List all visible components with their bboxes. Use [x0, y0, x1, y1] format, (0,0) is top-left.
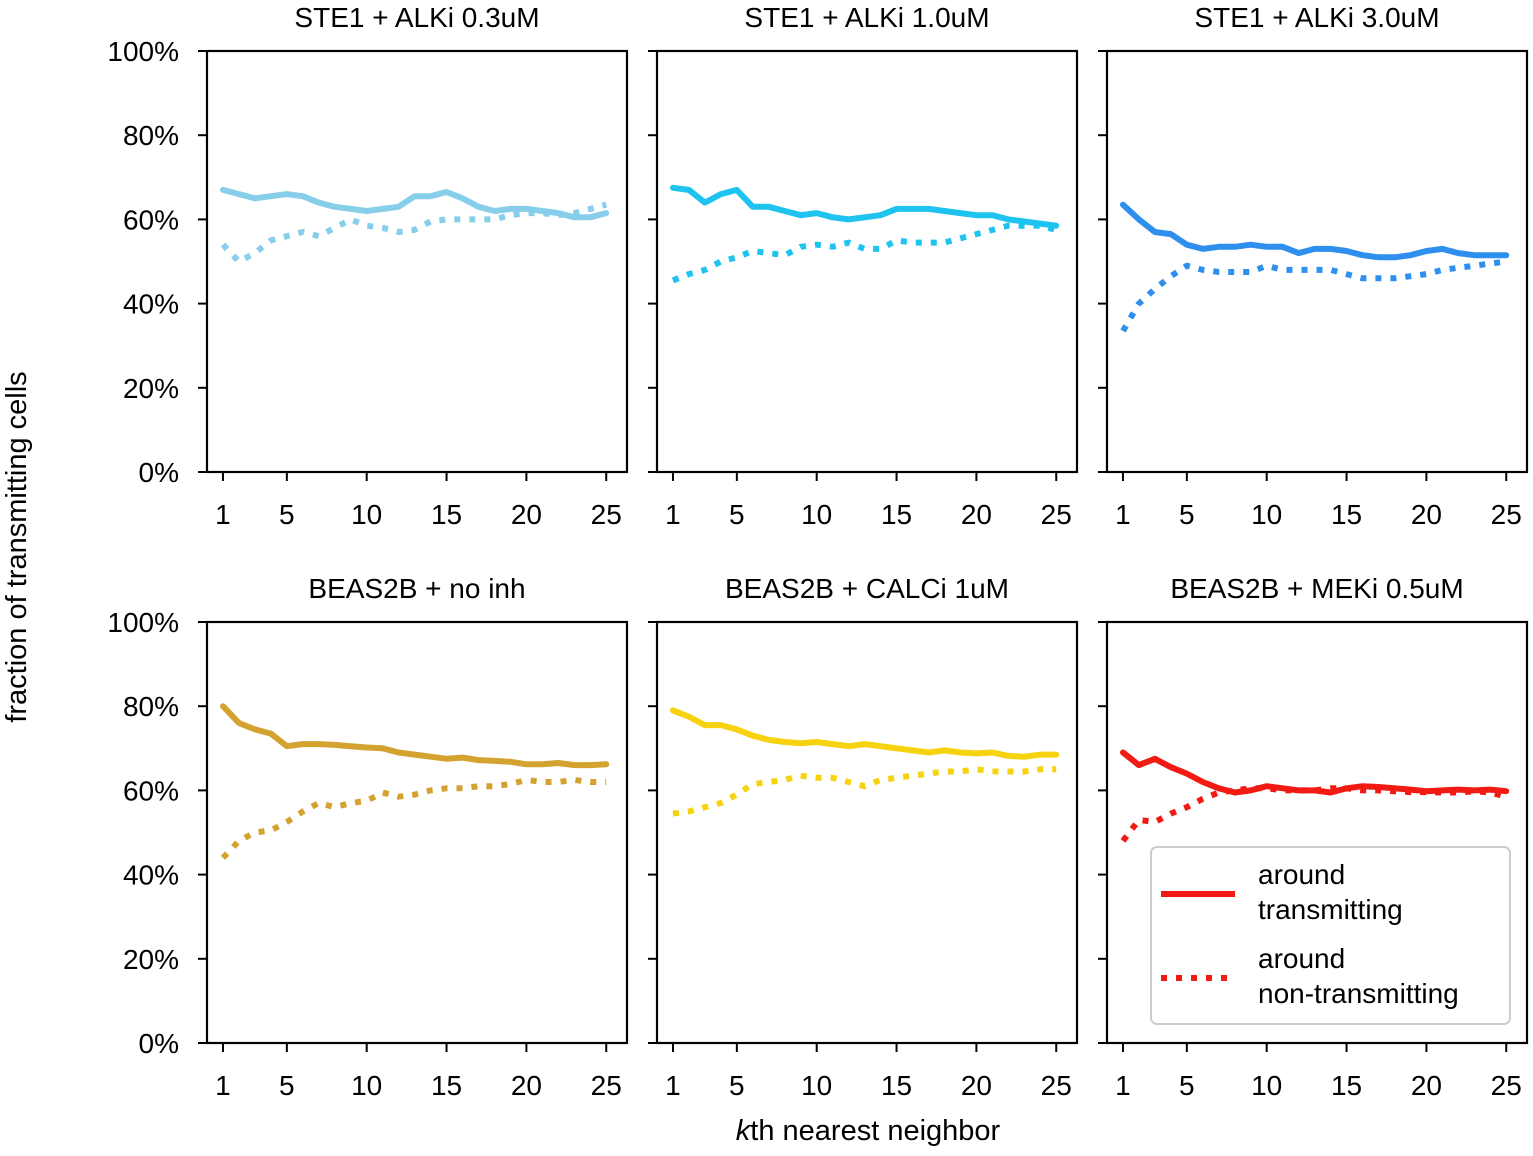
panel-3-series-non-transmitting: [1120, 258, 1507, 333]
panel-3-xtick-label-0: 1: [1115, 499, 1131, 530]
panel-1-frame: [205, 49, 629, 474]
panel-3-xtick-label-2: 10: [1251, 499, 1282, 530]
panel-1-xtick-label-3: 15: [431, 499, 462, 530]
panel-4-ytick-label-5: 100%: [107, 607, 179, 638]
x-axis-label-rest: th nearest neighbor: [750, 1115, 1000, 1147]
panel-4-ytick-label-1: 20%: [123, 944, 179, 975]
panel-6-title: BEAS2B + MEKi 0.5uM: [1170, 573, 1463, 604]
panel-2-xtick-label-4: 20: [961, 499, 992, 530]
panel-2-frame: [655, 49, 1079, 474]
panel-1-xtick-label-5: 25: [591, 499, 622, 530]
panel-6-series-transmitting: [1120, 749, 1510, 796]
panel-1-title: STE1 + ALKi 0.3uM: [294, 2, 539, 33]
legend-label-1-line2: non-transmitting: [1258, 978, 1459, 1009]
legend-label-0-line1: around: [1258, 859, 1345, 890]
panel-3-series-transmitting: [1120, 201, 1510, 261]
panel-4-ytick-label-4: 80%: [123, 691, 179, 722]
panel-1-ytick-label-4: 80%: [123, 120, 179, 151]
panel-1-ytick-label-1: 20%: [123, 373, 179, 404]
panel-4-xtick-label-3: 15: [431, 1070, 462, 1101]
x-axis-label: kth nearest neighbor: [736, 1115, 1001, 1147]
panel-1-xtick-label-2: 10: [351, 499, 382, 530]
panel-3-xtick-label-5: 25: [1491, 499, 1522, 530]
panel-6-xtick-label-2: 10: [1251, 1070, 1282, 1101]
panel-5-series-non-transmitting: [672, 766, 1057, 817]
panel-4-series-non-transmitting: [220, 776, 607, 860]
panel-4-series-transmitting: [220, 703, 610, 769]
panel-5-xtick-label-1: 5: [729, 1070, 745, 1101]
legend-label-0-line2: transmitting: [1258, 894, 1403, 925]
panel-6-frame: [1105, 620, 1529, 1045]
panel-1-series-transmitting: [220, 186, 610, 221]
panel-4-ytick-label-0: 0%: [139, 1028, 179, 1059]
panel-6-series-non-transmitting: [1120, 785, 1507, 843]
panel-1-xtick-label-1: 5: [279, 499, 295, 530]
x-axis-label-italic: k: [736, 1115, 752, 1147]
y-axis-label: fraction of transmitting cells: [1, 371, 33, 722]
panel-5-xtick-label-4: 20: [961, 1070, 992, 1101]
legend-label-1-line1: around: [1258, 943, 1345, 974]
panel-4-xtick-label-1: 5: [279, 1070, 295, 1101]
panel-2-xtick-label-0: 1: [665, 499, 681, 530]
panel-5-xtick-label-3: 15: [881, 1070, 912, 1101]
panel-5-xtick-label-2: 10: [801, 1070, 832, 1101]
panel-1-ytick-label-3: 60%: [123, 204, 179, 235]
panel-3-frame: [1105, 49, 1529, 474]
panel-1-ytick-label-5: 100%: [107, 36, 179, 67]
panel-4-title: BEAS2B + no inh: [308, 573, 525, 604]
panel-2-xtick-label-1: 5: [729, 499, 745, 530]
panel-1-xtick-label-0: 1: [215, 499, 231, 530]
panel-2-xtick-label-5: 25: [1041, 499, 1072, 530]
panel-6-xtick-label-4: 20: [1411, 1070, 1442, 1101]
panel-2-xtick-label-3: 15: [881, 499, 912, 530]
panel-6-xtick-label-3: 15: [1331, 1070, 1362, 1101]
panel-1-xtick-label-4: 20: [511, 499, 542, 530]
panel-4-ytick-label-3: 60%: [123, 775, 179, 806]
panel-1-ytick-label-2: 40%: [123, 289, 179, 320]
panel-4-frame: [205, 620, 629, 1045]
panel-1-ytick-label-0: 0%: [139, 457, 179, 488]
panel-4-xtick-label-4: 20: [511, 1070, 542, 1101]
panel-4-xtick-label-5: 25: [591, 1070, 622, 1101]
panel-4-ytick-label-2: 40%: [123, 860, 179, 891]
panel-1-series-non-transmitting: [220, 201, 607, 265]
panel-5-xtick-label-0: 1: [665, 1070, 681, 1101]
panel-5-frame: [655, 620, 1079, 1045]
panel-5-title: BEAS2B + CALCi 1uM: [725, 573, 1009, 604]
panel-3-xtick-label-4: 20: [1411, 499, 1442, 530]
panel-3-title: STE1 + ALKi 3.0uM: [1194, 2, 1439, 33]
panel-2-title: STE1 + ALKi 1.0uM: [744, 2, 989, 33]
panel-6-xtick-label-0: 1: [1115, 1070, 1131, 1101]
panel-5-xtick-label-5: 25: [1041, 1070, 1072, 1101]
panel-4-xtick-label-2: 10: [351, 1070, 382, 1101]
panel-4-xtick-label-0: 1: [215, 1070, 231, 1101]
legend-box: [1150, 846, 1511, 1025]
panel-2-xtick-label-2: 10: [801, 499, 832, 530]
panel-5-series-transmitting: [670, 707, 1060, 760]
panel-2-series-non-transmitting: [671, 222, 1057, 284]
panel-3-xtick-label-3: 15: [1331, 499, 1362, 530]
panel-6-xtick-label-5: 25: [1491, 1070, 1522, 1101]
panel-3-xtick-label-1: 5: [1179, 499, 1195, 530]
panel-6-xtick-label-1: 5: [1179, 1070, 1195, 1101]
panel-2-series-transmitting: [670, 184, 1060, 229]
